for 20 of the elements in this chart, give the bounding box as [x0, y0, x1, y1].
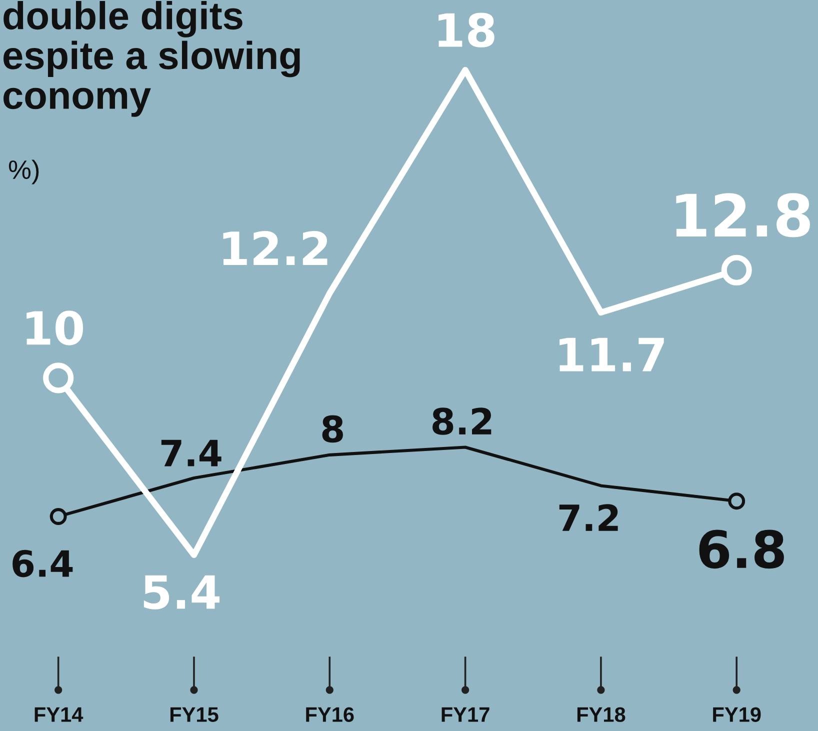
x-tick-label: FY18 [577, 707, 626, 722]
data-label: 8.2 [432, 408, 492, 435]
data-label: 6.4 [12, 550, 73, 578]
x-tick-label: FY16 [306, 707, 354, 722]
x-tick-label: FY15 [170, 707, 218, 722]
data-label: 12.2 [223, 230, 328, 265]
data-label: 6.8 [699, 530, 784, 569]
data-label: 7.2 [559, 504, 618, 531]
data-label: 7.4 [161, 440, 222, 466]
text: %) [8, 160, 39, 184]
data-label: 11.7 [560, 338, 664, 372]
data-label: 18 [438, 12, 494, 48]
chart-title: double digits espite a slowing conomy [4, 1, 300, 117]
data-label: 12.8 [676, 193, 810, 238]
x-tick-label: FY14 [34, 707, 84, 722]
data-label: 5.4 [144, 575, 220, 610]
x-tick-label: FY17 [442, 707, 490, 722]
x-tick-label: FY19 [713, 707, 761, 722]
data-label: 10 [26, 310, 84, 346]
data-label: 8 [322, 415, 343, 443]
